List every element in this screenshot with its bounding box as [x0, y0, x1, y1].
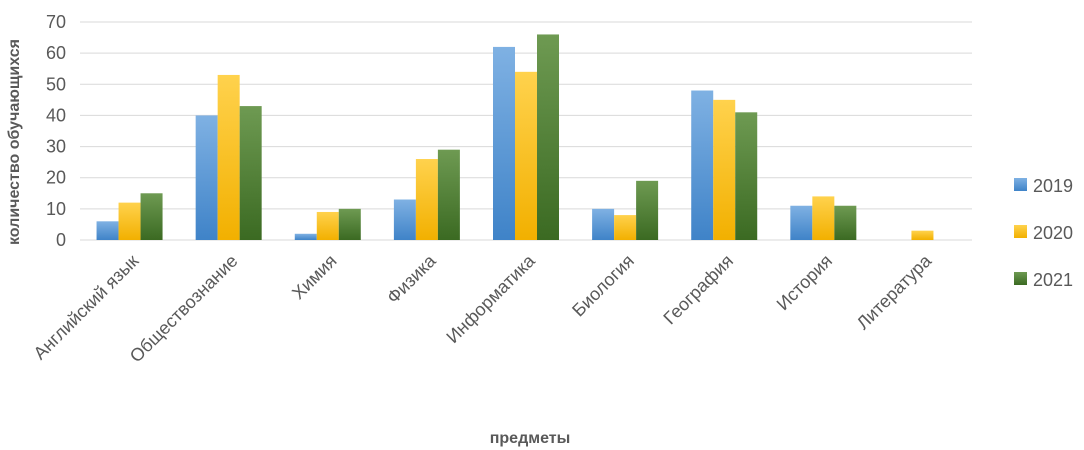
bars [96, 34, 934, 241]
bar-2020-0 [118, 202, 141, 240]
bar-2019-6 [691, 90, 714, 240]
y-tick-label: 60 [46, 43, 66, 63]
bar-2020-4 [515, 71, 537, 240]
x-tick-label: География [659, 251, 737, 329]
bar-2021-1 [239, 106, 262, 240]
x-tick-label: Информатика [442, 250, 539, 347]
y-tick-label: 20 [46, 168, 66, 188]
bar-2021-6 [735, 112, 758, 240]
bar-2021-2 [338, 208, 361, 240]
bar-2019-5 [592, 208, 615, 240]
y-tick-label: 50 [46, 74, 66, 94]
x-tick-label: Биология [568, 251, 638, 321]
x-tick-label: История [773, 251, 837, 315]
y-axis-ticks: 0 10 20 30 40 50 60 70 [46, 12, 66, 250]
legend-swatch-2019 [1014, 178, 1027, 191]
x-tick-label: Физика [383, 250, 441, 308]
y-tick-label: 40 [46, 105, 66, 125]
bar-2019-1 [195, 115, 218, 240]
bar-2020-8 [911, 230, 934, 240]
bar-2020-2 [316, 211, 339, 240]
bar-2019-2 [294, 233, 317, 240]
bar-2021-5 [636, 180, 659, 240]
x-axis-title: предметы [490, 430, 571, 447]
y-tick-label: 70 [46, 12, 66, 32]
bar-2021-0 [140, 193, 163, 240]
x-tick-label: Обществознание [126, 251, 242, 367]
legend-swatch-2020 [1014, 225, 1027, 238]
bar-2019-3 [393, 199, 416, 240]
bar-2019-4 [493, 46, 515, 240]
y-axis-title: количество обучающихся [6, 39, 23, 245]
legend: 2019 2020 2021 [1014, 176, 1073, 290]
x-tick-label: Химия [288, 251, 341, 304]
bar-2019-0 [96, 221, 119, 240]
bar-2021-3 [437, 149, 460, 240]
bar-2021-4 [537, 34, 559, 241]
x-tick-label: Английский язык [30, 251, 143, 364]
bar-2020-7 [812, 196, 835, 240]
legend-label-2019: 2019 [1033, 176, 1073, 196]
y-tick-label: 30 [46, 137, 66, 157]
bar-2020-5 [614, 215, 637, 240]
bar-2021-7 [834, 205, 857, 240]
y-tick-label: 0 [56, 230, 66, 250]
bar-2020-1 [217, 74, 240, 240]
bar-2020-3 [415, 159, 438, 240]
bar-2020-6 [713, 99, 736, 240]
x-tick-label: Литература [853, 250, 936, 333]
legend-label-2021: 2021 [1033, 270, 1073, 290]
bar-2019-7 [790, 205, 813, 240]
y-tick-label: 10 [46, 199, 66, 219]
legend-swatch-2021 [1014, 272, 1027, 285]
legend-label-2020: 2020 [1033, 223, 1073, 243]
